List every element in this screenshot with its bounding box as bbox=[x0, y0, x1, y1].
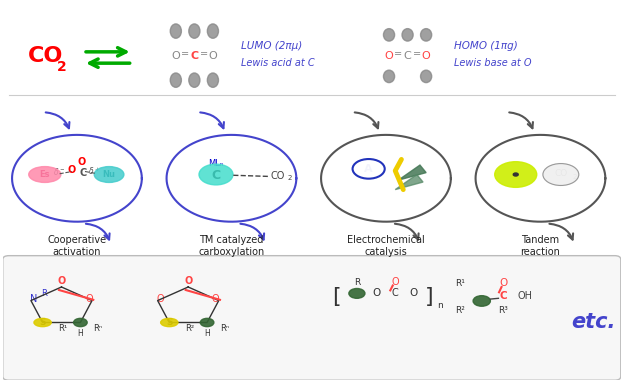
Text: MLₙ: MLₙ bbox=[208, 159, 223, 169]
Ellipse shape bbox=[200, 318, 214, 327]
Text: R: R bbox=[42, 289, 47, 298]
Text: =: = bbox=[413, 49, 421, 59]
Ellipse shape bbox=[543, 164, 579, 185]
Text: =: = bbox=[200, 49, 208, 59]
Text: O: O bbox=[172, 51, 180, 61]
Ellipse shape bbox=[384, 29, 394, 41]
Text: S: S bbox=[39, 318, 46, 327]
Text: R¹: R¹ bbox=[455, 280, 465, 288]
Text: C: C bbox=[79, 168, 87, 178]
Ellipse shape bbox=[421, 29, 432, 41]
Text: 2: 2 bbox=[287, 175, 291, 181]
Text: O: O bbox=[422, 51, 431, 61]
Text: etc.: etc. bbox=[571, 312, 615, 332]
Text: LUMO (2πμ): LUMO (2πμ) bbox=[241, 41, 302, 51]
Ellipse shape bbox=[170, 73, 182, 87]
Text: O: O bbox=[409, 288, 418, 298]
Ellipse shape bbox=[402, 29, 413, 41]
Ellipse shape bbox=[421, 70, 432, 83]
Text: TM catalyzed
carboxylation: TM catalyzed carboxylation bbox=[198, 235, 265, 257]
Text: O: O bbox=[157, 294, 165, 304]
Text: N: N bbox=[31, 294, 37, 304]
Text: O: O bbox=[499, 278, 507, 288]
Text: Rⁿ: Rⁿ bbox=[220, 324, 229, 333]
Text: O: O bbox=[57, 276, 66, 286]
Polygon shape bbox=[398, 165, 426, 180]
Text: CO: CO bbox=[27, 46, 63, 65]
Text: Nu: Nu bbox=[102, 170, 115, 179]
Text: O: O bbox=[184, 276, 192, 286]
Ellipse shape bbox=[189, 24, 200, 38]
Ellipse shape bbox=[29, 167, 61, 182]
Text: C: C bbox=[212, 169, 220, 182]
Text: O: O bbox=[212, 294, 220, 304]
Text: C: C bbox=[500, 291, 507, 301]
Text: $\delta^-$: $\delta^-$ bbox=[54, 166, 66, 177]
Ellipse shape bbox=[207, 24, 218, 38]
Ellipse shape bbox=[160, 318, 178, 327]
FancyBboxPatch shape bbox=[2, 256, 621, 380]
Ellipse shape bbox=[384, 70, 394, 83]
Polygon shape bbox=[395, 175, 423, 190]
Text: O: O bbox=[85, 294, 93, 304]
Text: =: = bbox=[181, 49, 189, 59]
Ellipse shape bbox=[34, 318, 51, 327]
Text: Cooperative
activation: Cooperative activation bbox=[47, 235, 107, 257]
Text: R¹: R¹ bbox=[59, 324, 67, 333]
Ellipse shape bbox=[199, 164, 233, 185]
Text: A: A bbox=[364, 164, 373, 174]
Text: Rⁿ: Rⁿ bbox=[93, 324, 102, 333]
Text: O: O bbox=[208, 51, 217, 61]
Text: R²: R² bbox=[455, 306, 465, 315]
Text: CO: CO bbox=[554, 169, 567, 177]
Text: O: O bbox=[68, 165, 76, 175]
Text: C: C bbox=[404, 51, 411, 61]
Ellipse shape bbox=[495, 162, 537, 187]
Text: H: H bbox=[77, 329, 83, 338]
Text: Lewis base at O: Lewis base at O bbox=[454, 58, 532, 68]
Text: H: H bbox=[204, 329, 210, 338]
Text: R: R bbox=[354, 278, 360, 286]
Text: Lewis acid at C: Lewis acid at C bbox=[241, 58, 314, 68]
Ellipse shape bbox=[353, 159, 385, 178]
Text: O: O bbox=[373, 288, 381, 298]
Text: $\delta^+$: $\delta^+$ bbox=[88, 165, 100, 177]
Text: Electrochemical
catalysis: Electrochemical catalysis bbox=[347, 235, 425, 257]
Ellipse shape bbox=[473, 296, 490, 306]
Text: HOMO (1πg): HOMO (1πg) bbox=[454, 41, 518, 51]
Ellipse shape bbox=[74, 318, 87, 327]
Text: Es: Es bbox=[39, 170, 50, 179]
Text: ]: ] bbox=[425, 287, 434, 307]
Text: C: C bbox=[392, 288, 399, 298]
Ellipse shape bbox=[170, 24, 182, 38]
Text: O: O bbox=[384, 51, 393, 61]
Text: R³: R³ bbox=[499, 306, 509, 315]
Text: n: n bbox=[437, 301, 443, 310]
Text: [: [ bbox=[332, 287, 341, 307]
Text: O: O bbox=[78, 157, 86, 167]
Ellipse shape bbox=[207, 73, 218, 87]
Ellipse shape bbox=[349, 288, 365, 298]
Text: S: S bbox=[166, 318, 173, 327]
Text: O: O bbox=[391, 277, 399, 287]
Ellipse shape bbox=[514, 173, 518, 176]
Ellipse shape bbox=[94, 167, 124, 182]
Ellipse shape bbox=[189, 73, 200, 87]
Text: 2: 2 bbox=[57, 60, 67, 74]
Text: CO: CO bbox=[270, 171, 285, 181]
Text: Tandem
reaction: Tandem reaction bbox=[520, 235, 560, 257]
Text: C: C bbox=[190, 51, 198, 61]
Text: OH: OH bbox=[517, 291, 532, 301]
Text: 2: 2 bbox=[573, 174, 577, 180]
Text: =: = bbox=[394, 49, 402, 59]
Text: R²: R² bbox=[185, 324, 194, 333]
